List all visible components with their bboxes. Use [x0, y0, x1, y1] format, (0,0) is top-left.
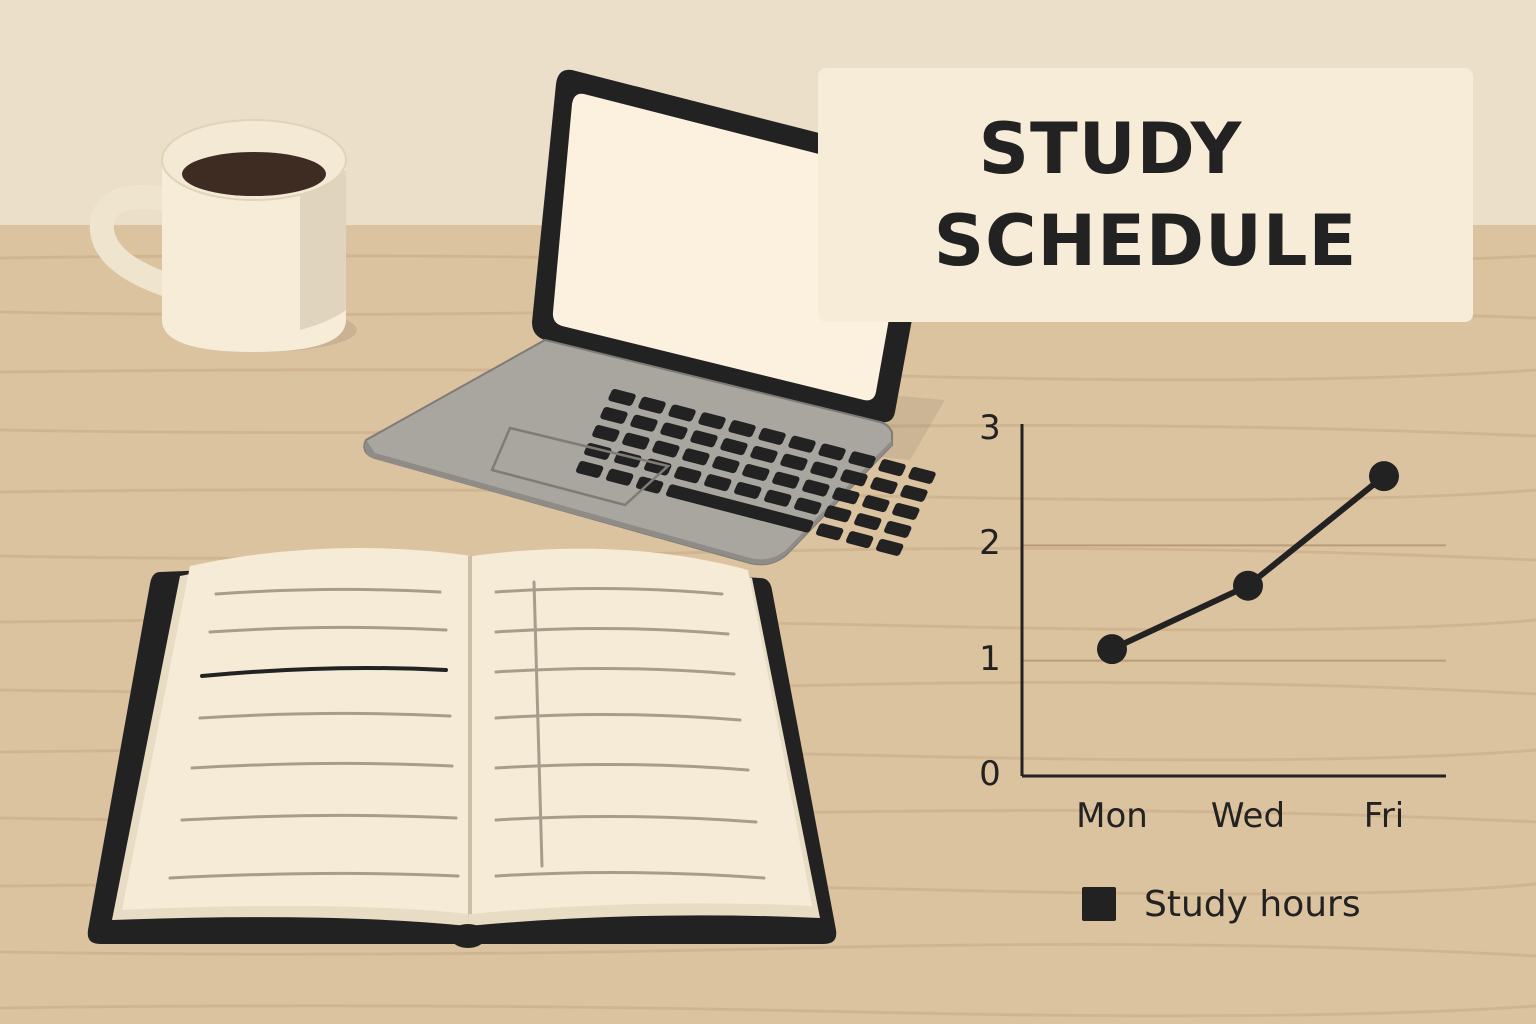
title-card: STUDY SCHEDULE	[818, 68, 1473, 322]
notebook-icon	[87, 548, 837, 948]
y-tick-label: 3	[979, 408, 1001, 448]
legend-label: Study hours	[1144, 883, 1361, 925]
title-line-2: SCHEDULE	[933, 200, 1358, 282]
x-tick-label: Wed	[1210, 796, 1286, 836]
data-point	[1097, 634, 1127, 665]
legend-swatch	[1082, 887, 1116, 921]
chart-legend: Study hours	[1082, 882, 1361, 926]
notebook-bookmark	[450, 924, 486, 948]
title-line-1: STUDY	[978, 108, 1243, 190]
laptop-trackpad	[490, 426, 671, 507]
data-point	[1233, 570, 1263, 601]
line-chart	[1020, 424, 1446, 778]
x-tick-label: Mon	[1076, 796, 1148, 836]
y-tick-label: 1	[979, 638, 1001, 679]
coffee-surface	[182, 152, 326, 196]
coffee-mug-icon	[89, 119, 357, 352]
x-tick-label: Fri	[1363, 796, 1405, 836]
y-tick-label: 2	[979, 523, 1001, 564]
data-point	[1369, 461, 1399, 492]
y-tick-label: 0	[979, 754, 1001, 794]
highlighted-line	[200, 666, 448, 678]
laptop-keyboard	[576, 388, 936, 556]
